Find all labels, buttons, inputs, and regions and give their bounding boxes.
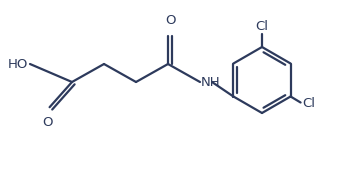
Text: NH: NH: [201, 76, 221, 90]
Text: O: O: [165, 14, 175, 27]
Text: O: O: [42, 116, 53, 129]
Text: Cl: Cl: [303, 97, 316, 110]
Text: Cl: Cl: [255, 20, 269, 33]
Text: HO: HO: [7, 58, 28, 70]
